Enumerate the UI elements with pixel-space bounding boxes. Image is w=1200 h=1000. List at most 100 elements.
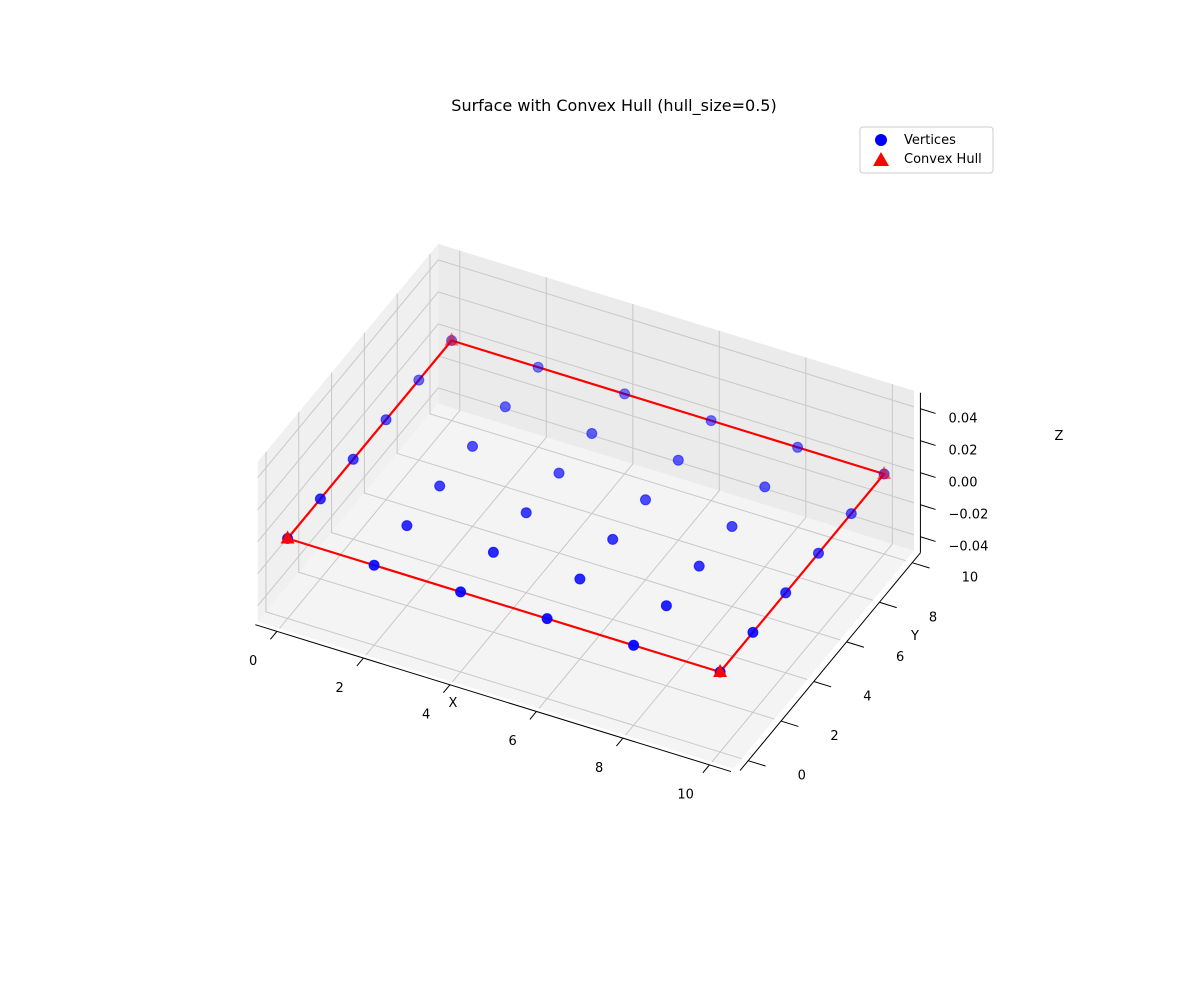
legend-hull-label: Convex Hull: [904, 152, 982, 167]
hull-vertex-marker: [877, 466, 892, 479]
vertex-point: [455, 586, 467, 598]
z-tick-label: −0.02: [949, 507, 989, 522]
x-axis-label: X: [449, 696, 458, 711]
gridline-x: [452, 304, 634, 683]
gridline-x: [279, 250, 461, 629]
vertex-point: [607, 533, 619, 545]
vertex-point: [553, 467, 565, 479]
vertex-point: [380, 414, 392, 426]
vertex-point: [726, 521, 738, 532]
vertex-point: [499, 401, 511, 413]
z-tick: [920, 408, 936, 414]
z-tick: [920, 504, 936, 510]
y-axis-label: Y: [910, 629, 919, 644]
gridline-z: [257, 323, 915, 543]
vertex-point: [401, 520, 413, 532]
vertex-point: [813, 547, 824, 559]
axis-panes: [257, 243, 914, 769]
y-tick: [879, 601, 897, 609]
x-tick-label: 0: [249, 654, 257, 669]
legend-vertices-label: Vertices: [904, 133, 956, 148]
hull-vertex-marker: [444, 332, 459, 346]
vertex-point: [586, 428, 598, 439]
x-tick: [615, 737, 624, 747]
z-tick-label: −0.04: [949, 539, 989, 554]
gridline-y: [265, 451, 742, 760]
vertex-point: [347, 453, 359, 465]
y-tick: [748, 760, 766, 767]
vertex-point: [314, 493, 326, 505]
vertex-point: [532, 361, 544, 373]
vertex-point: [660, 600, 672, 612]
gridline-y: [298, 412, 775, 720]
gridline-x: [365, 277, 547, 656]
y-tick: [813, 680, 832, 688]
x-tick-label: 2: [336, 681, 344, 696]
x-tick-label: 4: [422, 707, 430, 722]
vertex-points: [280, 332, 892, 678]
x-tick: [442, 684, 451, 694]
vertex-point: [672, 454, 684, 466]
y-tick-label: 6: [896, 650, 904, 665]
vertex-point: [747, 626, 759, 638]
y-tick-label: 0: [798, 769, 806, 784]
z-tick: [920, 472, 936, 478]
tick-labels: 0 2 4 6 8 10 0 2 4 6 8 10 −0.04 −0.02 0.00 0.02 0.04: [249, 408, 989, 803]
vertex-point: [520, 507, 532, 519]
z-axis-label: Z: [1055, 429, 1064, 444]
vertex-point: [780, 587, 792, 599]
legend-hull-marker: [873, 152, 889, 166]
hull-vertex-marker: [280, 530, 295, 544]
legend-vertices-marker: [875, 134, 887, 146]
z-tick-label: 0.04: [949, 411, 978, 426]
y-tick-label: 4: [863, 689, 871, 704]
gridline-z: [257, 387, 915, 607]
vertex-point: [574, 573, 586, 585]
x-tick: [356, 657, 364, 667]
y-tick-label: 10: [962, 571, 979, 586]
x-tick-label: 10: [677, 788, 694, 803]
y-tick: [780, 720, 799, 727]
chart-title: Surface with Convex Hull (hull_size=0.5): [451, 96, 776, 116]
vertex-point: [467, 440, 478, 452]
gridline-x: [711, 384, 893, 763]
x-tick-label: 8: [595, 761, 603, 776]
gridline-z: [257, 259, 915, 479]
gridline-x: [625, 357, 807, 736]
y-tick: [846, 641, 865, 648]
vertex-point: [487, 546, 499, 558]
z-tick: [920, 536, 936, 542]
legend-box: [859, 126, 994, 174]
y-tick-label: 2: [830, 729, 838, 744]
x-axis-line: [255, 624, 732, 773]
x-tick: [269, 631, 278, 640]
gridline-y: [363, 333, 841, 641]
y-axis-line: [739, 552, 921, 771]
y-tick: [912, 562, 930, 569]
z-tick-label: 0.02: [949, 443, 978, 458]
vertex-point: [413, 374, 425, 386]
vertex-point: [434, 480, 446, 492]
vertex-point: [640, 494, 651, 506]
vertex-point: [759, 481, 771, 493]
vertex-point: [619, 388, 631, 400]
vertex-point: [792, 441, 804, 453]
gridline-x: [538, 330, 720, 709]
vertex-point: [368, 559, 380, 571]
x-tick: [529, 711, 537, 720]
gridline-y: [429, 253, 906, 562]
x-tick-label: 6: [509, 734, 517, 749]
x-tick: [702, 764, 710, 774]
y-tick-label: 8: [929, 610, 937, 625]
legend: Vertices Convex Hull: [859, 126, 994, 174]
vertex-point: [541, 613, 553, 625]
vertex-point: [628, 639, 640, 651]
vertex-point: [693, 560, 705, 572]
gridline-y: [396, 293, 874, 601]
z-tick-label: 0.00: [949, 475, 978, 490]
pane-floor: [257, 403, 914, 769]
z-tick: [920, 440, 936, 446]
hull-vertex-marker: [713, 664, 728, 677]
vertex-point: [705, 415, 717, 427]
